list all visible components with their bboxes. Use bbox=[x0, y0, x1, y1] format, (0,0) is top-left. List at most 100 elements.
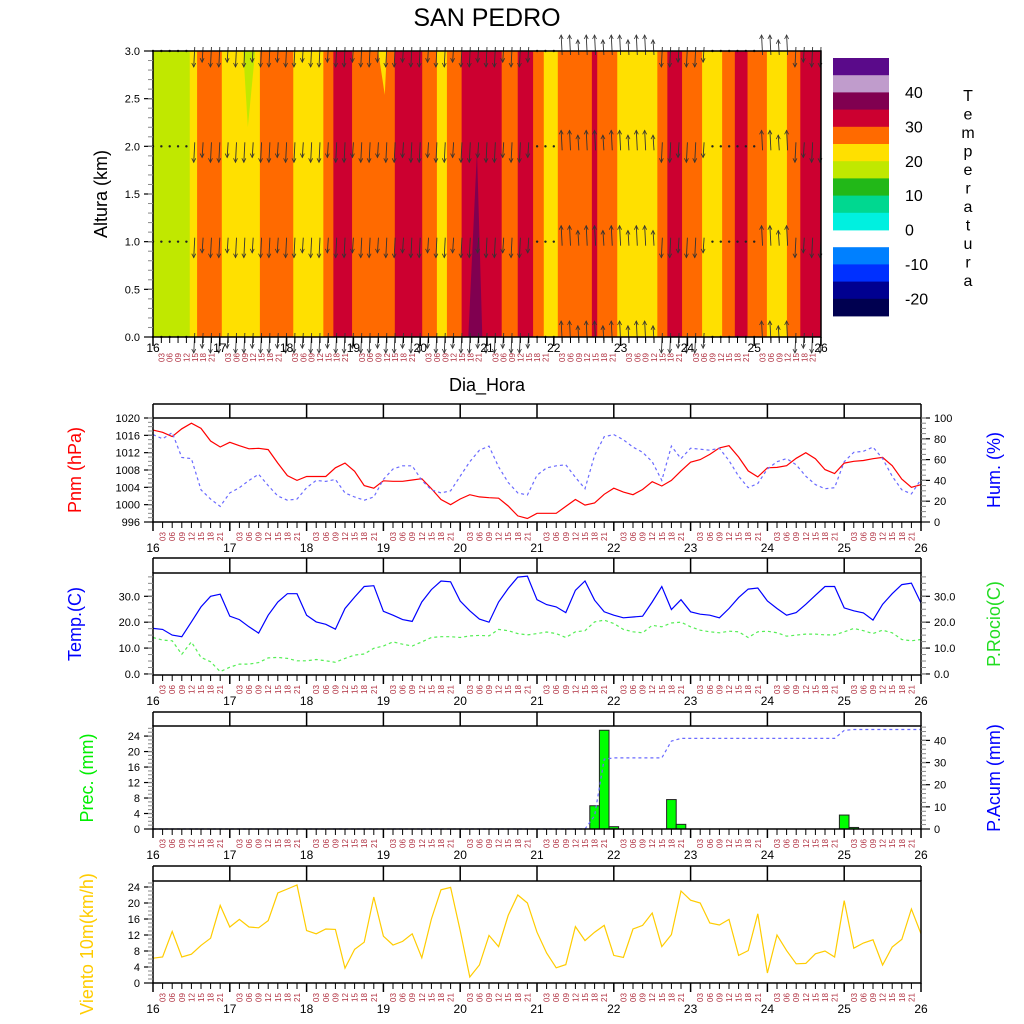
left-tick-label: 0.0 bbox=[125, 332, 140, 344]
precip-axis-label: Prec. (mm) bbox=[77, 734, 97, 823]
hour-label: 09 bbox=[562, 685, 571, 694]
day-label: 18 bbox=[300, 1002, 314, 1016]
wind-vector-head bbox=[508, 158, 514, 164]
temperature-band bbox=[501, 51, 519, 337]
wind-vector bbox=[351, 142, 354, 158]
hour-label: 18 bbox=[898, 532, 907, 541]
wind-vector bbox=[427, 237, 429, 253]
wind-vector-head bbox=[191, 158, 197, 164]
wind-vector bbox=[427, 46, 429, 63]
wind-vector-head bbox=[625, 38, 631, 44]
temperature-band bbox=[394, 51, 423, 337]
hour-label: 09 bbox=[241, 353, 250, 362]
wind-vector-head bbox=[600, 38, 606, 44]
wind-vector bbox=[552, 145, 555, 148]
hour-label: 12 bbox=[187, 685, 196, 694]
wind-vector-head bbox=[274, 248, 280, 254]
colorbar-swatch bbox=[833, 281, 889, 300]
left-tick-label: 1016 bbox=[116, 430, 140, 442]
colorbar-label: -20 bbox=[905, 291, 928, 308]
right-tick-label: 20 bbox=[934, 496, 946, 508]
hour-label: 12 bbox=[879, 532, 888, 541]
wind-vector bbox=[226, 142, 229, 158]
wind-vector bbox=[727, 145, 731, 148]
wind-vector-head bbox=[224, 344, 230, 350]
right-tick-label: 60 bbox=[934, 455, 946, 467]
hour-label: 06 bbox=[168, 839, 177, 848]
hour-label: 15 bbox=[427, 532, 436, 541]
hour-label: 15 bbox=[525, 353, 534, 362]
hour-label: 18 bbox=[466, 353, 475, 362]
wind-vector-head bbox=[249, 344, 255, 350]
hour-label: 09 bbox=[708, 353, 717, 362]
hour-label: 12 bbox=[571, 993, 580, 1002]
hour-label: 03 bbox=[850, 685, 859, 694]
wind-vector bbox=[460, 237, 463, 258]
hour-label: 03 bbox=[389, 993, 398, 1002]
hour-label: 12 bbox=[784, 353, 793, 362]
wind-vector bbox=[753, 145, 756, 148]
day-label: 26 bbox=[914, 1002, 928, 1016]
wind-vector bbox=[326, 46, 329, 63]
wind-vector-head bbox=[500, 248, 506, 254]
wind-vector-head bbox=[191, 348, 197, 354]
wind-vector-head bbox=[500, 153, 506, 159]
hour-label: 18 bbox=[744, 993, 753, 1002]
hour-label: 09 bbox=[869, 532, 878, 541]
hour-label: 12 bbox=[383, 353, 392, 362]
wind-vector bbox=[677, 142, 680, 158]
wind-vector bbox=[652, 39, 655, 56]
wind-vector-head bbox=[608, 129, 614, 135]
hour-label: 12 bbox=[249, 353, 258, 362]
hour-label: 21 bbox=[447, 685, 456, 694]
wind-vector-head bbox=[308, 62, 314, 68]
left-tick-label: 1008 bbox=[116, 465, 140, 477]
hour-label: 18 bbox=[800, 353, 809, 362]
hour-label: 15 bbox=[592, 353, 601, 362]
wind-vector-head bbox=[642, 34, 648, 40]
hour-label: 18 bbox=[600, 353, 609, 362]
hour-label: 18 bbox=[400, 353, 409, 362]
wind-vector-head bbox=[491, 253, 497, 259]
temperature-band bbox=[446, 51, 463, 337]
precip-bar bbox=[666, 799, 677, 830]
hour-label: 18 bbox=[199, 353, 208, 362]
wind-vector-head bbox=[684, 253, 689, 259]
wind-vector bbox=[201, 142, 204, 158]
wind-vector bbox=[802, 46, 805, 63]
colorbar-swatch bbox=[833, 298, 889, 317]
hour-label: 15 bbox=[811, 532, 820, 541]
wind-vector-head bbox=[283, 62, 288, 68]
hour-label: 09 bbox=[255, 685, 264, 694]
hour-label: 21 bbox=[370, 532, 379, 541]
hour-label: 09 bbox=[408, 993, 417, 1002]
wind-vector bbox=[251, 237, 254, 253]
wind-vector-head bbox=[658, 62, 664, 68]
right-tick-label: 40 bbox=[934, 475, 946, 487]
wind-vector-head bbox=[191, 62, 197, 68]
hour-label: 03 bbox=[558, 353, 567, 362]
wind-vector-head bbox=[558, 129, 564, 135]
wind-vector bbox=[193, 237, 196, 258]
hour-label: 09 bbox=[869, 685, 878, 694]
hour-label: 12 bbox=[187, 839, 196, 848]
wind-vector-head bbox=[800, 58, 806, 64]
hour-label: 12 bbox=[516, 353, 525, 362]
hour-label: 06 bbox=[299, 353, 308, 362]
wind-vector-head bbox=[667, 62, 673, 68]
wind-vector bbox=[660, 237, 663, 258]
hour-label: 09 bbox=[255, 839, 264, 848]
hour-label: 21 bbox=[541, 353, 550, 362]
wind-vector bbox=[777, 230, 780, 246]
wind-vector bbox=[769, 130, 772, 151]
colorbar-title-letter: r bbox=[965, 181, 971, 198]
left-tick-label: 10.0 bbox=[119, 643, 140, 655]
hour-label: 06 bbox=[783, 993, 792, 1002]
day-label: 23 bbox=[614, 341, 628, 355]
hour-label: 12 bbox=[341, 839, 350, 848]
temperature-axis-label: Temp.(C) bbox=[65, 587, 85, 661]
wind-vector bbox=[518, 142, 521, 163]
hour-label: 18 bbox=[591, 993, 600, 1002]
